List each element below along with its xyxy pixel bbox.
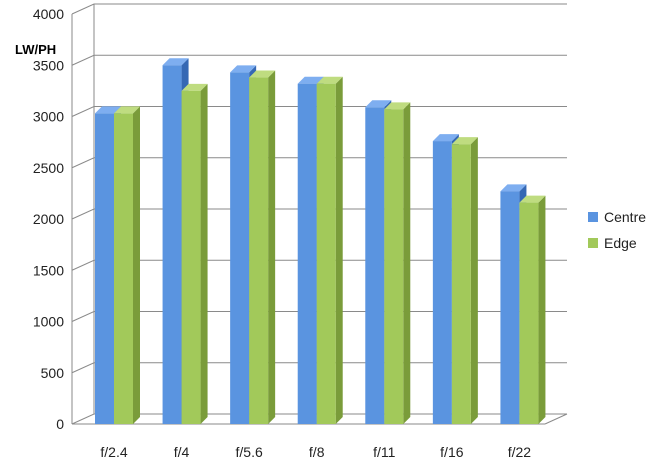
y-tick-label: 1500 <box>33 262 64 278</box>
bar-edge-top <box>451 137 478 145</box>
x-tick-label: f/11 <box>373 444 396 460</box>
bar-edge <box>249 77 269 425</box>
bar-centre <box>500 191 520 424</box>
legend-swatch-centre <box>588 212 598 222</box>
bar-centre <box>297 83 317 424</box>
x-tick-label: f/8 <box>309 444 325 460</box>
gridline <box>71 3 567 15</box>
bar-edge <box>181 90 201 424</box>
bar-edge-side <box>538 195 546 424</box>
bar-centre <box>432 141 452 424</box>
bar-centre <box>230 72 250 425</box>
gridline <box>71 54 567 66</box>
bar-centre-top <box>95 106 121 114</box>
bar-edge-top <box>384 102 411 110</box>
x-axis-ticks: f/2.4 f/4 f/5.6 f/8 f/11 f/16 f/22 <box>100 444 531 460</box>
bar-centre-top <box>365 100 392 108</box>
bar-centre <box>162 65 182 424</box>
y-tick-label: 3000 <box>33 109 64 125</box>
x-tick-label: f/2.4 <box>100 444 127 460</box>
bars <box>95 58 546 425</box>
legend-swatch-edge <box>588 238 598 248</box>
y-tick-label: 0 <box>56 416 64 432</box>
bar-centre-top <box>432 134 459 142</box>
bar-edge-top <box>519 195 546 203</box>
y-axis-ticks: 0 500 1000 1500 2000 2500 3000 3500 4000 <box>33 6 64 432</box>
bar-edge-side <box>403 102 411 424</box>
bar-centre-top <box>297 76 324 84</box>
bar-centre-top <box>162 58 189 66</box>
bar-edge-side <box>200 83 208 424</box>
bar-edge <box>384 109 404 424</box>
bar-edge <box>451 144 471 425</box>
bar-edge-top <box>114 106 140 114</box>
bar-edge-top <box>249 70 276 78</box>
y-tick-label: 1000 <box>33 314 64 330</box>
legend-label-edge: Edge <box>604 235 637 251</box>
y-tick-label: 2000 <box>33 211 64 227</box>
x-tick-label: f/16 <box>440 444 464 460</box>
bar-edge-top <box>181 83 208 91</box>
y-tick-label: 2500 <box>33 160 64 176</box>
x-tick-label: f/22 <box>508 444 532 460</box>
bar-edge-side <box>133 106 140 425</box>
bar-edge-side <box>470 137 478 425</box>
bar-centre-top <box>230 65 257 73</box>
y-axis-label: LW/PH <box>15 42 56 57</box>
y-tick-label: 4000 <box>33 6 64 22</box>
floor-edge <box>544 413 568 425</box>
y-tick-label: 500 <box>41 365 65 381</box>
bar-edge <box>519 202 539 424</box>
bar-centre-top <box>500 184 527 192</box>
bar-edge-top <box>316 76 343 84</box>
x-tick-label: f/4 <box>174 444 190 460</box>
bar-edge <box>114 113 133 425</box>
bar-centre <box>95 113 114 425</box>
x-tick-label: f/5.6 <box>236 444 263 460</box>
bar-centre <box>365 107 385 425</box>
bar-edge-side <box>268 70 276 425</box>
legend-label-centre: Centre <box>604 209 646 225</box>
legend: Centre Edge <box>588 209 646 251</box>
y-tick-label: 3500 <box>33 57 64 73</box>
bar-edge-side <box>335 76 343 424</box>
bar-edge <box>316 83 336 424</box>
